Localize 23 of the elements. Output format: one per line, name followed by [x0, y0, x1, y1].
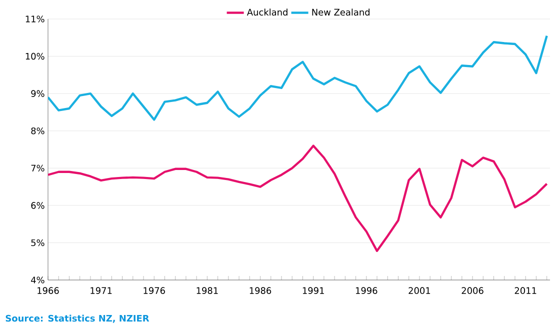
legend-label: New Zealand — [312, 8, 370, 16]
line-series — [48, 144, 548, 252]
legend-label: Auckland — [246, 8, 288, 16]
x-tick-label: 1981 — [196, 287, 218, 294]
y-tick-label: 8% — [31, 127, 44, 134]
y-tick-label: 4% — [31, 276, 44, 284]
x-tick-label: 2006 — [462, 287, 484, 294]
y-tick-label: 9% — [31, 90, 44, 97]
x-tick-label: 1966 — [38, 287, 59, 294]
x-tick-label: 1991 — [302, 287, 324, 294]
y-tick-label: 7% — [31, 164, 44, 172]
x-tick-label: 2001 — [408, 287, 430, 294]
y-tick-label: 11% — [26, 16, 44, 22]
x-tick-label: 2011 — [514, 287, 536, 294]
y-tick-label: 5% — [31, 239, 44, 246]
line-series — [48, 34, 548, 121]
y-tick-label: 10% — [26, 52, 44, 60]
y-tick-label: 6% — [31, 202, 44, 209]
source-note: Source: Statistics NZ, NZIER — [6, 314, 150, 323]
x-tick-label: 1976 — [144, 287, 165, 294]
x-tick-label: 1971 — [90, 287, 112, 294]
x-tick-label: 1986 — [250, 287, 272, 294]
x-tick-label: 1996 — [356, 287, 378, 294]
